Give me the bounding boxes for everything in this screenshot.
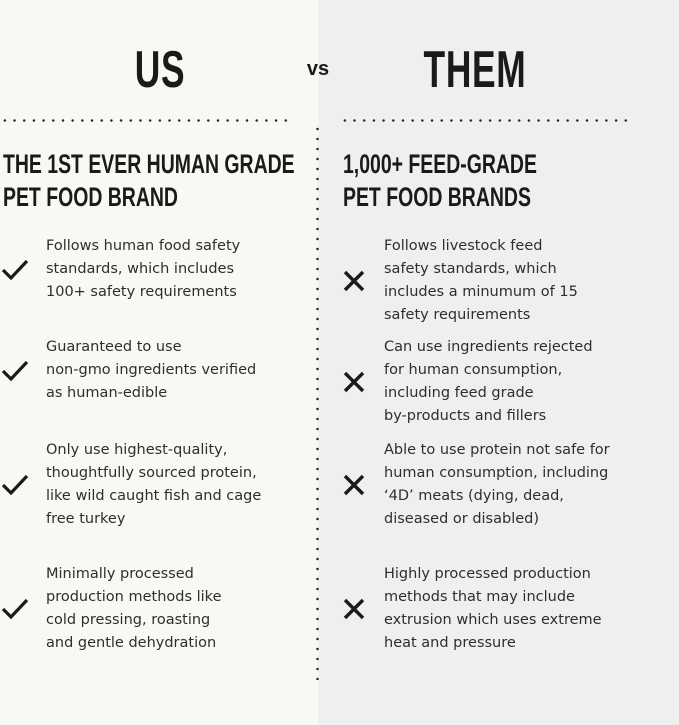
item-line: by-products and fillers — [384, 408, 547, 424]
us-divider — [0, 119, 292, 122]
them-item-text: Able to use protein not safe for human co… — [384, 439, 610, 531]
us-title: US — [134, 41, 186, 99]
center-divider — [316, 124, 319, 680]
item-line: including feed grade — [384, 385, 534, 401]
them-title: THEM — [423, 41, 527, 99]
item-line: like wild caught fish and cage — [46, 488, 262, 504]
x-icon — [339, 266, 369, 296]
them-item-text: Can use ingredients rejected for human co… — [384, 336, 593, 428]
item-line: human consumption, including — [384, 465, 609, 481]
vs-label: vs — [306, 58, 330, 80]
item-line: safety requirements — [384, 307, 531, 323]
item-line: production methods like — [46, 589, 222, 605]
them-heading-line: PET FOOD BRANDS — [343, 182, 531, 212]
x-icon — [339, 470, 369, 500]
them-item-text: Highly processed production methods that … — [384, 563, 602, 655]
us-heading-line: PET FOOD BRAND — [3, 182, 178, 212]
check-icon — [0, 356, 30, 386]
them-heading-line: 1,000+ FEED-GRADE — [343, 149, 537, 179]
us-heading-line: THE 1ST EVER HUMAN GRADE — [3, 149, 295, 179]
check-icon — [0, 255, 30, 285]
item-line: safety standards, which — [384, 261, 557, 277]
item-line: thoughtfully sourced protein, — [46, 465, 257, 481]
item-line: non-gmo ingredients verified — [46, 362, 257, 378]
us-heading: THE 1ST EVER HUMAN GRADE PET FOOD BRAND — [3, 148, 295, 214]
x-icon — [339, 367, 369, 397]
check-icon — [0, 594, 30, 624]
item-line: heat and pressure — [384, 635, 516, 651]
item-line: Follows human food safety — [46, 238, 241, 254]
item-line: Can use ingredients rejected — [384, 339, 593, 355]
item-line: cold pressing, roasting — [46, 612, 211, 628]
them-item-text: Follows livestock feed safety standards, … — [384, 235, 578, 327]
item-line: Only use highest-quality, — [46, 442, 228, 458]
check-icon — [0, 470, 30, 500]
us-item-text: Follows human food safety standards, whic… — [46, 235, 240, 304]
item-line: standards, which includes — [46, 261, 235, 277]
item-line: for human consumption, — [384, 362, 563, 378]
them-divider — [340, 119, 632, 122]
item-line: Minimally processed — [46, 566, 194, 582]
item-line: includes a minumum of 15 — [384, 284, 578, 300]
x-icon — [339, 594, 369, 624]
item-line: 100+ safety requirements — [46, 284, 237, 300]
item-line: Guaranteed to use — [46, 339, 182, 355]
item-line: Follows livestock feed — [384, 238, 543, 254]
item-line: diseased or disabled) — [384, 511, 540, 527]
item-line: as human-edible — [46, 385, 168, 401]
item-line: ‘4D’ meats (dying, dead, — [384, 488, 564, 504]
item-line: and gentle dehydration — [46, 635, 217, 651]
us-item-text: Minimally processed production methods li… — [46, 563, 222, 655]
item-line: free turkey — [46, 511, 126, 527]
us-item-text: Only use highest-quality, thoughtfully so… — [46, 439, 261, 531]
us-item-text: Guaranteed to use non-gmo ingredients ver… — [46, 336, 256, 405]
them-heading: 1,000+ FEED-GRADE PET FOOD BRANDS — [343, 148, 537, 214]
item-line: extrusion which uses extreme — [384, 612, 602, 628]
item-line: Able to use protein not safe for — [384, 442, 610, 458]
item-line: Highly processed production — [384, 566, 591, 582]
item-line: methods that may include — [384, 589, 575, 605]
